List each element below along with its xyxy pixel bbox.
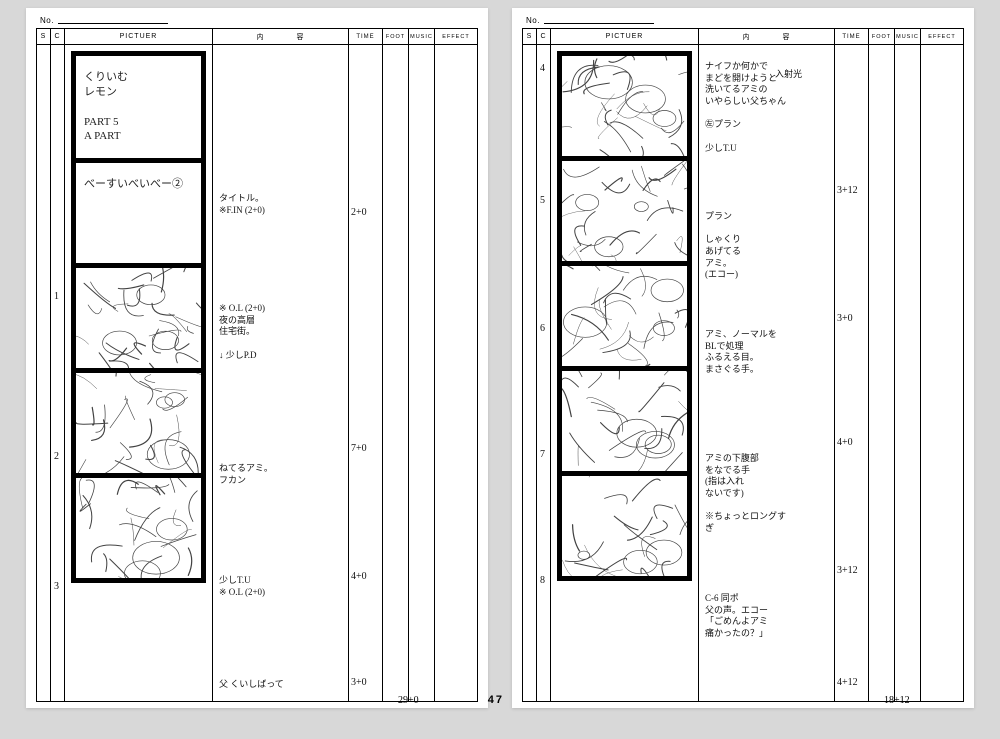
storyboard-frame: くりいむ レモン PART 5 A PART [76, 56, 201, 158]
cut-number: 3 [54, 581, 59, 592]
time-value: 4+0 [351, 571, 367, 582]
col-c: 4 5 6 7 8 [537, 45, 551, 701]
col-action: タイトル。 ※F.IN (2+0) ※ O.L (2+0) 夜の高層 住宅街。 ↓… [213, 45, 349, 701]
action-note: プラン しゃくり あげてる アミ。 (エコー) [705, 211, 741, 281]
storyboard-frame [562, 371, 687, 471]
col-action: 入射光ナイフか何かで まどを開けようと 洗いてるアミの いやらしい父ちゃん ㊧プ… [699, 45, 835, 701]
cut-number: 7 [540, 449, 545, 460]
no-label: No. [526, 16, 540, 25]
col-header-foot: FOOT [869, 29, 895, 45]
time-value: 4+0 [837, 437, 853, 448]
action-note: 少しT.U ※ O.L (2+0) [219, 575, 265, 598]
col-header-time: TIME [349, 29, 383, 45]
action-note: タイトル。 ※F.IN (2+0) [219, 193, 265, 216]
storyboard-frame [76, 478, 201, 578]
col-s [523, 45, 537, 701]
column-header-row: S C PICTUER 内 容 TIME FOOT MUSIC EFFECT [37, 29, 477, 45]
left-total: 29+0 [398, 695, 419, 706]
action-note: アミの下腹部 をなでる手 (指は入れ ないです) ※ちょっとロングす ぎ [705, 453, 786, 535]
col-foot [869, 45, 895, 701]
col-foot [383, 45, 409, 701]
col-time: 2+0 7+0 4+0 3+0 [349, 45, 383, 701]
sheet-body: 1 2 3 くりいむ レモン PART 5 A PART べーすいべいべー② タイトル… [37, 45, 477, 701]
col-header-music: MUSIC [409, 29, 435, 45]
col-header-s: S [37, 29, 51, 45]
cut-number: 2 [54, 451, 59, 462]
time-value: 7+0 [351, 443, 367, 454]
page-spread: No. S C PICTUER 内 容 TIME FOOT MUSIC EFFE… [26, 8, 974, 708]
col-header-s: S [523, 29, 537, 45]
cut-number: 5 [540, 195, 545, 206]
col-picture [551, 45, 699, 701]
col-header-c: C [537, 29, 551, 45]
cut-number: 8 [540, 575, 545, 586]
storyboard-frame [562, 266, 687, 366]
sheet-body: 4 5 6 7 8 入射光ナイフか何かで まどを開けようと 洗いてるアミの いやらしい父… [523, 45, 963, 701]
col-header-picture: PICTUER [65, 29, 213, 45]
col-s [37, 45, 51, 701]
left-page: No. S C PICTUER 内 容 TIME FOOT MUSIC EFFE… [26, 8, 488, 708]
col-effect [435, 45, 477, 701]
storyboard-frame [76, 373, 201, 473]
storyboard-frame [562, 476, 687, 576]
no-label: No. [40, 16, 54, 25]
column-header-row: S C PICTUER 内 容 TIME FOOT MUSIC EFFECT [523, 29, 963, 45]
storyboard-frame [562, 161, 687, 261]
filmstrip: くりいむ レモン PART 5 A PART べーすいべいべー② [71, 51, 206, 583]
storyboard-sheet: S C PICTUER 内 容 TIME FOOT MUSIC EFFECT 1… [36, 28, 478, 702]
col-time: 3+12 3+0 4+0 3+12 4+12 [835, 45, 869, 701]
no-underline [58, 16, 168, 24]
col-header-effect: EFFECT [435, 29, 477, 45]
action-note: 父 くいしばって [219, 679, 284, 691]
action-note: C-6 同ポ 父の声。エコー 「ごめんよアミ 痛かったの？」 [705, 593, 768, 640]
action-note: アミ、ノーマルを BLで処理 ふるえる目。 まさぐる手。 [705, 329, 777, 376]
storyboard-frame: べーすいべいべー② [76, 163, 201, 263]
action-note: ※ O.L (2+0) 夜の高層 住宅街。 ↓ 少しP.D [219, 303, 265, 361]
col-c: 1 2 3 [51, 45, 65, 701]
action-note: ねてるアミ。 フカン [219, 463, 273, 486]
col-music [409, 45, 435, 701]
col-header-c: C [51, 29, 65, 45]
page-header: No. [522, 16, 964, 28]
time-value: 4+12 [837, 677, 858, 688]
no-underline [544, 16, 654, 24]
col-picture: くりいむ レモン PART 5 A PART べーすいべいべー② [65, 45, 213, 701]
frame-title-text: べーすいべいべー② [76, 163, 201, 206]
col-header-effect: EFFECT [921, 29, 963, 45]
col-header-action: 内 容 [699, 29, 835, 45]
filmstrip [557, 51, 692, 581]
col-header-time: TIME [835, 29, 869, 45]
col-effect [921, 45, 963, 701]
col-header-foot: FOOT [383, 29, 409, 45]
right-total: 18+12 [884, 695, 910, 706]
right-page: No. S C PICTUER 内 容 TIME FOOT MUSIC EFFE… [512, 8, 974, 708]
col-header-music: MUSIC [895, 29, 921, 45]
page-number: 47 [488, 694, 504, 706]
time-value: 3+0 [351, 677, 367, 688]
time-value: 3+12 [837, 185, 858, 196]
frame-title-text: くりいむ レモン PART 5 A PART [76, 56, 201, 158]
col-music [895, 45, 921, 701]
storyboard-frame [562, 56, 687, 156]
cut-number: 6 [540, 323, 545, 334]
time-value: 2+0 [351, 207, 367, 218]
time-value: 3+12 [837, 565, 858, 576]
cut-number: 1 [54, 291, 59, 302]
action-note: ナイフか何かで まどを開けようと 洗いてるアミの いやらしい父ちゃん ㊧プラン … [705, 61, 786, 155]
col-header-action: 内 容 [213, 29, 349, 45]
col-header-picture: PICTUER [551, 29, 699, 45]
time-value: 3+0 [837, 313, 853, 324]
storyboard-frame [76, 268, 201, 368]
storyboard-sheet: S C PICTUER 内 容 TIME FOOT MUSIC EFFECT 4… [522, 28, 964, 702]
cut-number: 4 [540, 63, 545, 74]
page-header: No. [36, 16, 478, 28]
